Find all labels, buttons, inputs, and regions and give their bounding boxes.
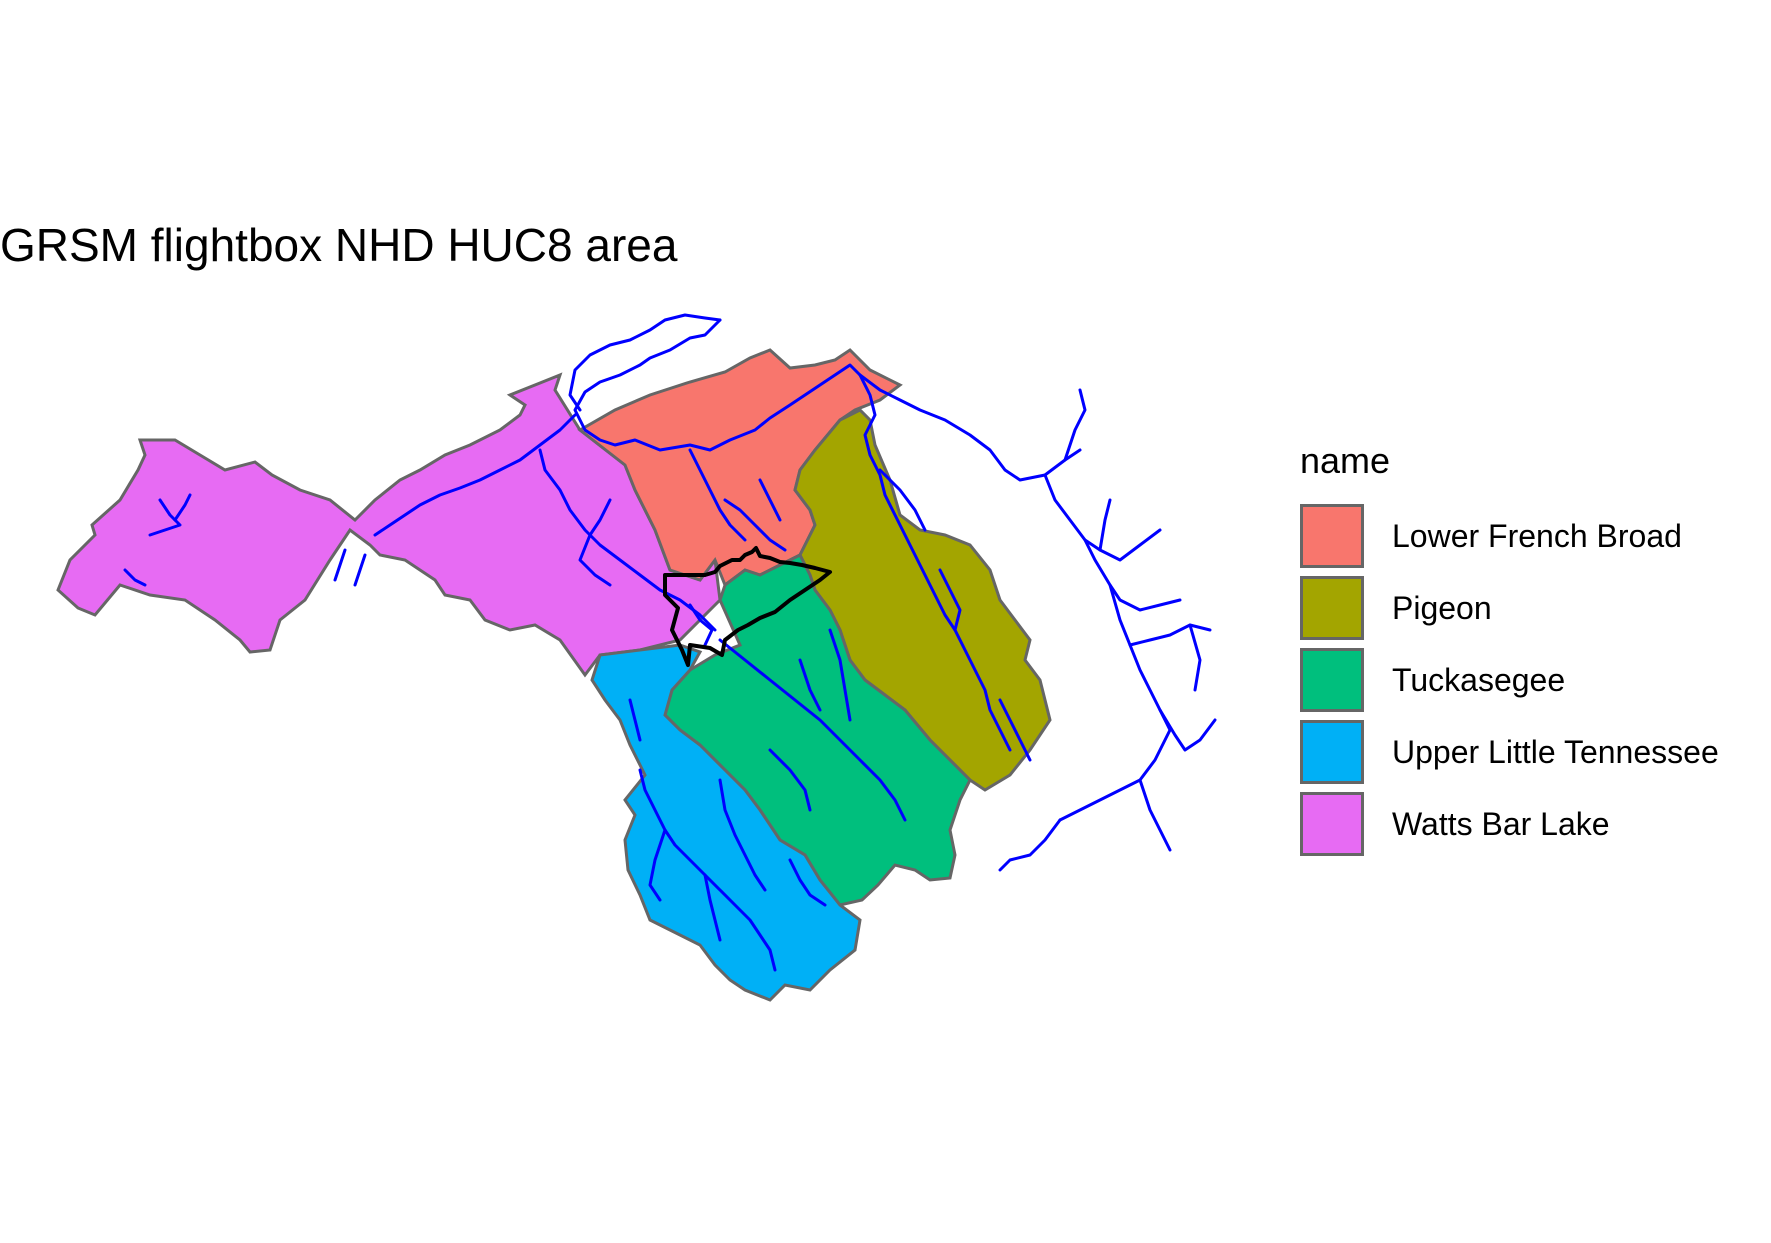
river-watts-trib-3: [688, 603, 714, 647]
legend-label: Tuckasegee: [1392, 661, 1566, 698]
legend-swatch: [1300, 792, 1364, 856]
river-watts-west-4: [333, 548, 347, 582]
river-east-2: [1043, 473, 1162, 562]
legend-title: name: [1300, 440, 1391, 481]
river-watts-west-5: [353, 553, 367, 587]
river-east-8: [1138, 778, 1172, 852]
river-east-6: [1158, 708, 1217, 752]
river-pigeon-main: [858, 373, 1012, 752]
legend-label: Pigeon: [1392, 589, 1492, 626]
river-watts-trib-1: [538, 448, 717, 632]
river-ult-trib-1: [718, 778, 767, 892]
river-ult-trib-5: [628, 698, 642, 742]
map-title: GRSM flightbox NHD HUC8 area: [0, 219, 678, 271]
legend-label: Watts Bar Lake: [1392, 805, 1610, 842]
river-east-10: [1063, 388, 1087, 462]
legend-swatch: [1300, 576, 1364, 640]
legend-label: Lower French Broad: [1392, 517, 1682, 554]
river-tuck-trib-3: [768, 748, 812, 812]
river-pigeon-trib-1: [878, 468, 927, 532]
river-ult-trib-2: [648, 828, 667, 902]
river-french-broad-north: [568, 313, 722, 412]
legend-swatch: [1300, 720, 1364, 784]
legend-item-upper-little-tennessee: Upper Little Tennessee: [1300, 716, 1719, 788]
river-lfb-trib-1: [688, 448, 747, 542]
river-east-7: [1058, 728, 1172, 822]
river-lfb-trib-2: [723, 498, 787, 552]
legend-swatch: [1300, 648, 1364, 712]
river-tennessee: [373, 413, 577, 537]
river-tuck-trib-1: [798, 658, 822, 712]
river-east-1: [858, 373, 1082, 482]
river-watts-west-3: [123, 568, 147, 587]
river-network: [123, 313, 1217, 972]
legend-swatch: [1300, 504, 1364, 568]
legend-label: Upper Little Tennessee: [1392, 733, 1719, 770]
river-watts-west-2: [173, 493, 192, 522]
river-east-4: [1108, 583, 1172, 732]
river-east-12: [1188, 623, 1202, 692]
legend-item-lower-french-broad: Lower French Broad: [1300, 500, 1719, 572]
river-lfb-trib-3: [758, 478, 782, 522]
river-ult-trib-3: [788, 858, 827, 907]
river-french-broad-main: [573, 318, 862, 452]
river-watts-trib-2: [578, 498, 612, 587]
river-tuck-main: [718, 638, 907, 822]
river-east-11: [1098, 498, 1112, 552]
river-pigeon-trib-3: [998, 698, 1032, 762]
river-east-9: [998, 818, 1062, 872]
legend-item-tuckasegee: Tuckasegee: [1300, 644, 1719, 716]
legend-item-watts-bar-lake: Watts Bar Lake: [1300, 788, 1719, 860]
legend-item-pigeon: Pigeon: [1300, 572, 1719, 644]
legend: name Lower French Broad Pigeon Tuckasege…: [1300, 440, 1719, 860]
river-east-5: [1128, 623, 1212, 647]
river-watts-west-1: [148, 498, 182, 537]
river-ult-trib-4: [703, 873, 722, 942]
river-pigeon-trib-2: [938, 568, 962, 632]
river-east-3: [1083, 538, 1182, 612]
river-tuck-trib-2: [828, 628, 852, 722]
region-upper-little-tennessee: [590, 643, 862, 1002]
flightbox-outline: [663, 546, 832, 667]
